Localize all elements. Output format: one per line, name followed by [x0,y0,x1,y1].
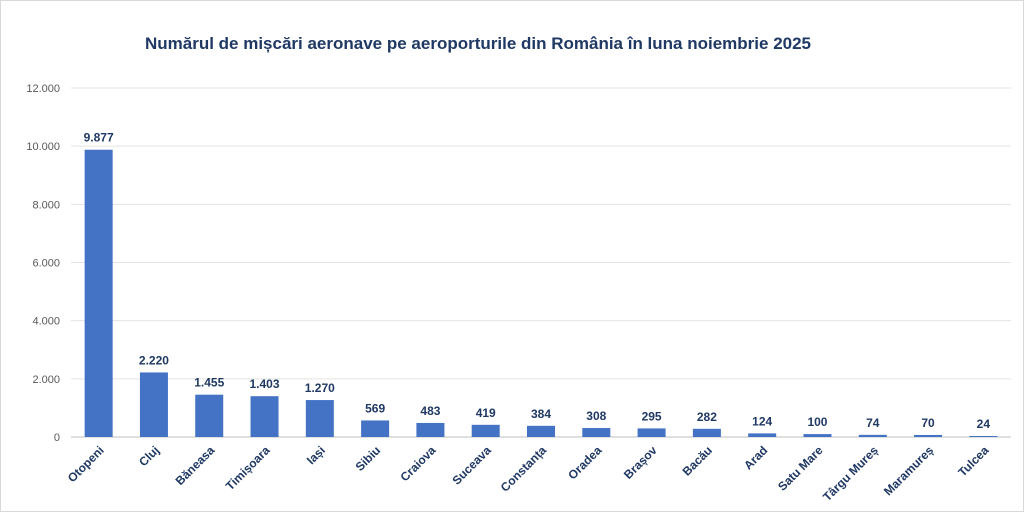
data-label: 9.877 [84,131,114,145]
y-tick-label: 0 [54,432,60,444]
x-tick-label: Cluj [136,443,162,469]
bar [305,400,334,437]
data-label: 70 [921,416,935,430]
x-tick-label: Craiova [397,443,438,484]
x-tick-label: Timișoara [223,443,273,493]
x-tick-label: Sibiu [353,443,384,474]
data-label: 1.455 [194,376,224,390]
data-label: 74 [866,416,880,430]
data-label: 124 [752,414,772,428]
x-tick-label: Bacău [680,443,715,478]
bar [914,434,943,437]
data-label: 569 [365,401,385,415]
data-label: 308 [586,409,606,423]
x-tick-label: Suceava [449,443,494,488]
bar [527,425,555,437]
x-tick-label: Oradea [565,443,604,482]
y-tick-label: 8.000 [32,199,60,211]
x-tick-label: Iași [304,443,328,467]
data-label: 384 [531,407,551,421]
y-tick-label: 10.000 [26,141,60,153]
bar [969,436,998,437]
chart-title: Numărul de mișcări aeronave pe aeroportu… [145,34,811,53]
bar [471,424,500,437]
bar [361,420,390,437]
x-tick-label: Satu Mare [775,443,826,494]
bar [582,428,611,437]
data-label: 483 [420,404,440,418]
x-tick-label: Băneasa [173,443,218,488]
data-label: 295 [642,409,662,423]
bar [195,394,224,437]
data-label: 282 [697,410,717,424]
bar [692,428,721,437]
bar [84,149,113,438]
bar [416,422,445,437]
x-tick-label: Târgu Mureș [820,443,881,504]
y-tick-label: 4.000 [32,316,60,328]
bar [748,433,777,437]
data-label: 1.403 [250,377,280,391]
bar [858,434,887,437]
x-tick-label: Tulcea [955,443,991,479]
data-label: 100 [807,415,827,429]
data-label: 24 [977,417,991,431]
data-label: 1.270 [305,381,335,395]
x-tick-label: Brașov [621,443,660,482]
bar [250,396,279,437]
data-label: 2.220 [139,353,169,367]
x-tick-label: Constanța [498,443,550,495]
bar [803,434,832,437]
data-label: 419 [476,406,496,420]
bar [637,428,666,437]
x-tick-label: Maramureș [881,443,936,498]
bar [139,372,168,437]
y-tick-label: 6.000 [32,258,60,270]
y-tick-label: 2.000 [32,374,60,386]
x-tick-label: Otopeni [65,443,107,485]
y-tick-label: 12.000 [26,83,60,95]
x-tick-label: Arad [741,443,770,472]
